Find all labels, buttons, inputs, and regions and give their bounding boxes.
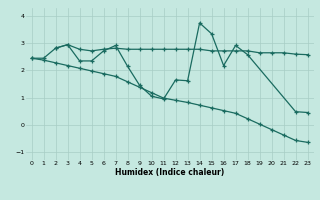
X-axis label: Humidex (Indice chaleur): Humidex (Indice chaleur): [115, 168, 224, 177]
